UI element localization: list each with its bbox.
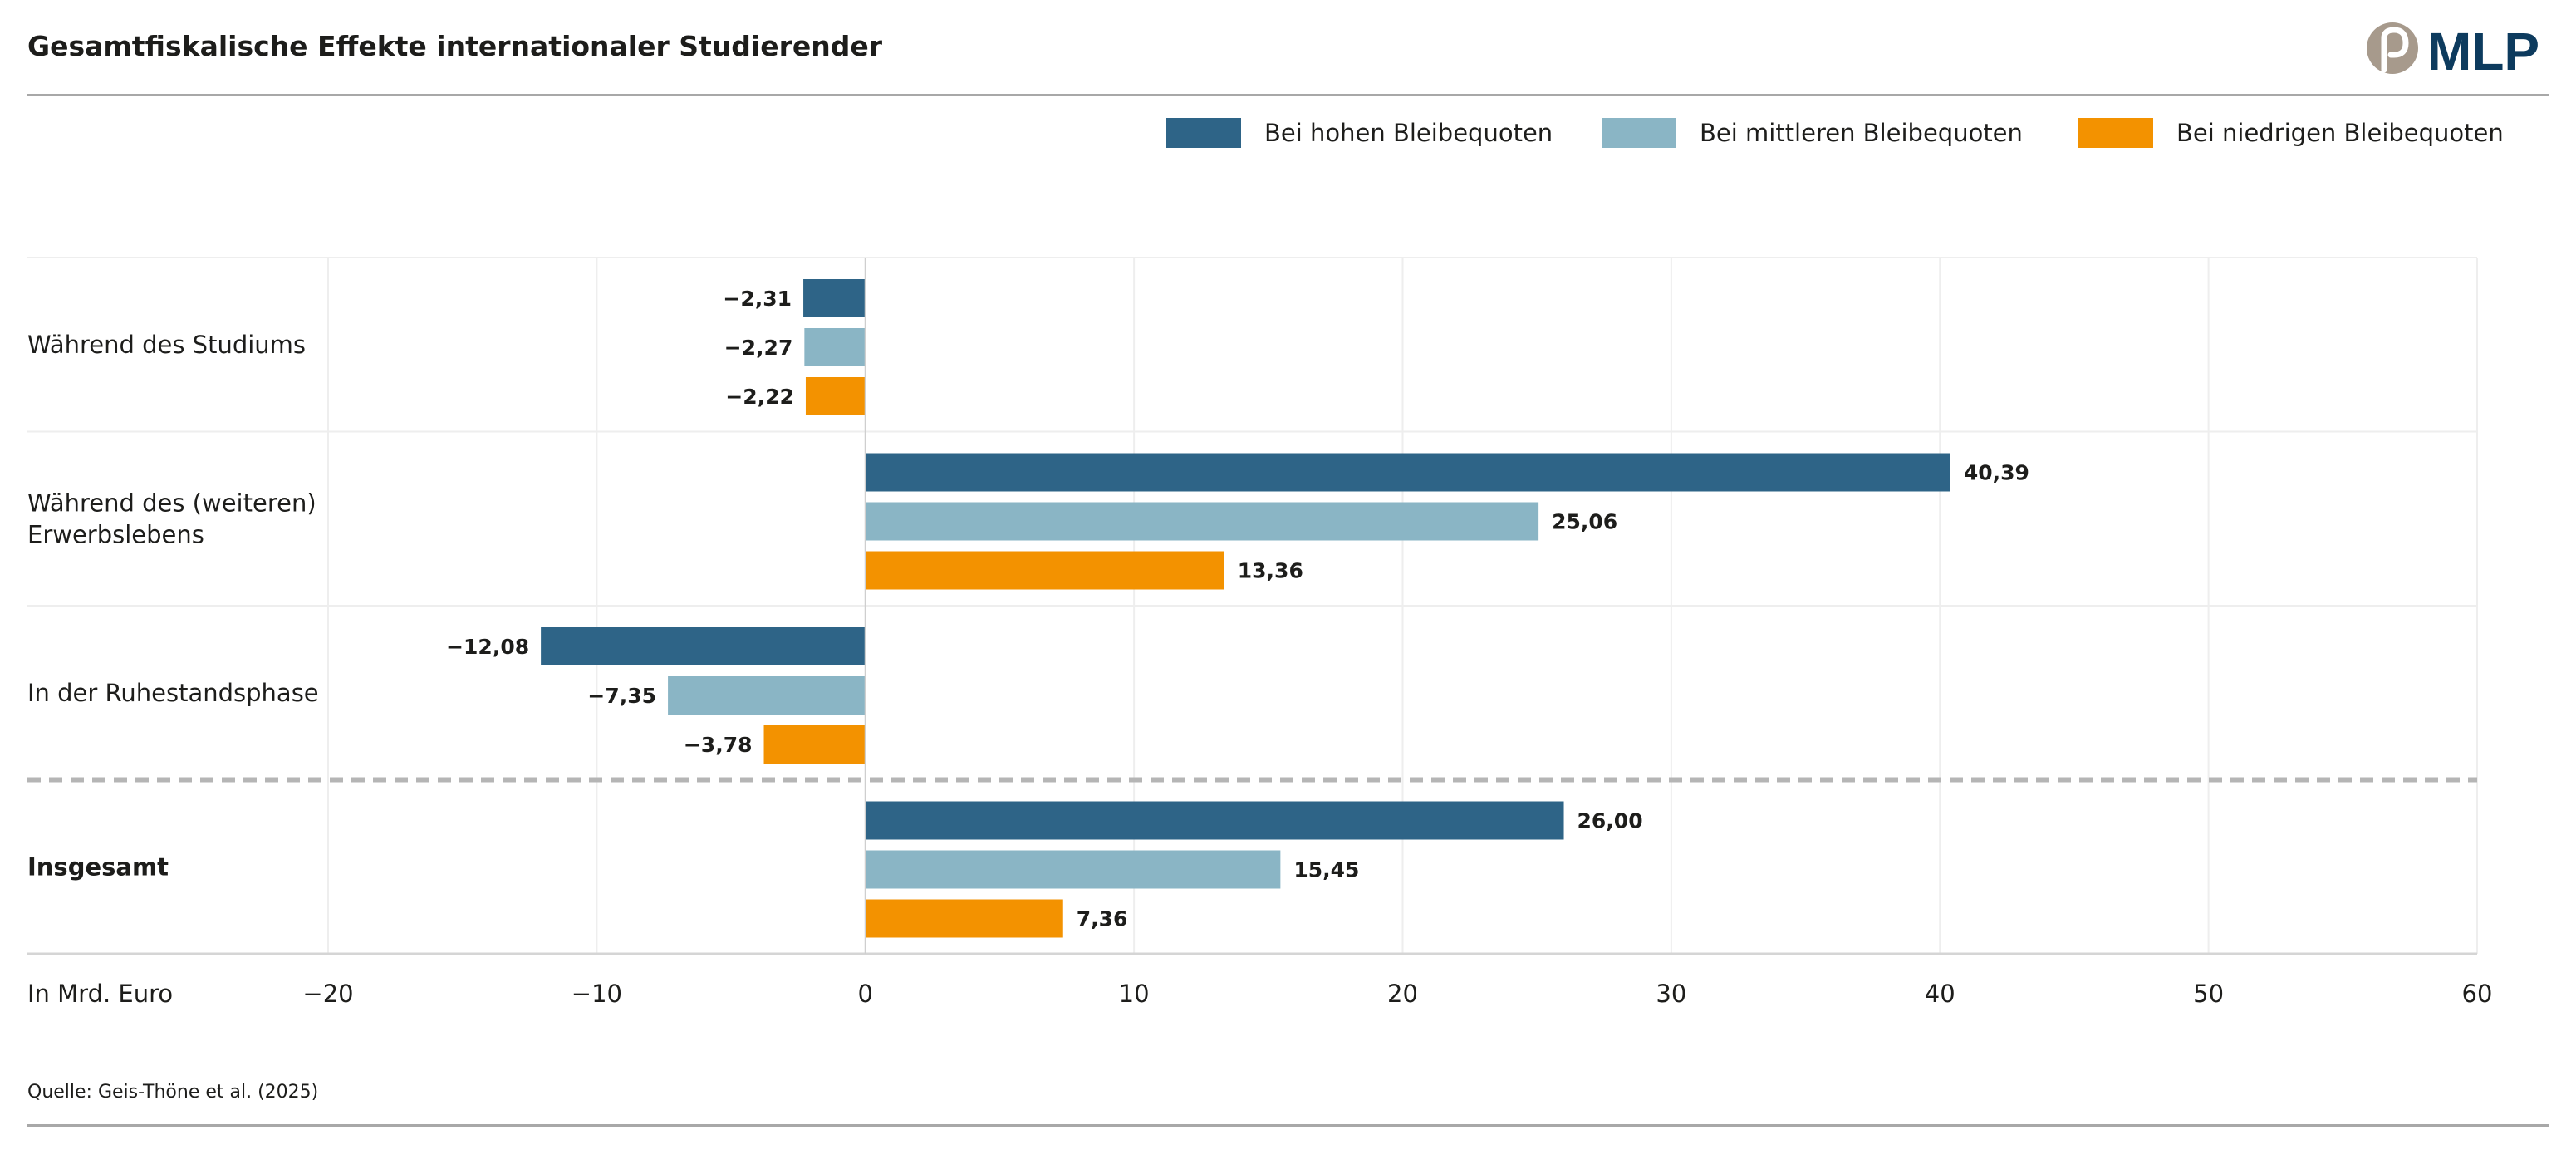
bar-low-3: [865, 899, 1063, 938]
data-label-low-2: −3,78: [684, 733, 753, 757]
category-label-3-0: Insgesamt: [27, 852, 169, 881]
bar-low-2: [763, 725, 866, 764]
data-label-low-1: 13,36: [1238, 559, 1303, 583]
bar-medium-1: [865, 502, 1539, 541]
data-label-low-3: 7,36: [1077, 907, 1128, 931]
bar-medium-2: [668, 676, 866, 715]
data-label-medium-0: −2,27: [724, 336, 793, 360]
x-tick-label-6: 40: [1925, 980, 1955, 1008]
legend-label-medium: Bei mittleren Bleibequoten: [1700, 119, 2023, 147]
bar-low-0: [805, 377, 866, 415]
source-note: Quelle: Geis-Thöne et al. (2025): [27, 1082, 319, 1103]
chart-title: Gesamtfiskalische Effekte internationale…: [27, 30, 883, 62]
mlp-logo: MLP: [2366, 18, 2557, 88]
category-label-1-1: Erwerbslebens: [27, 520, 204, 548]
data-label-high-0: −2,31: [723, 287, 792, 311]
legend-label-low: Bei niedrigen Bleibequoten: [2176, 119, 2504, 147]
x-tick-label-1: −10: [572, 980, 622, 1008]
header-rule: [27, 94, 2549, 96]
bar-chart: −2,31 −2,27 −2,22 Während des Studiums 40,39…: [27, 257, 2493, 1008]
category-label-0-0: Während des Studiums: [27, 331, 306, 359]
data-label-medium-1: 25,06: [1552, 510, 1617, 534]
bar-medium-0: [804, 328, 866, 366]
x-tick-label-0: −20: [302, 980, 353, 1008]
x-tick-label-4: 20: [1387, 980, 1418, 1008]
legend-swatch-high: [1166, 118, 1241, 148]
x-tick-label-8: 60: [2462, 980, 2493, 1008]
data-label-medium-3: 15,45: [1293, 858, 1359, 882]
footer-rule: [27, 1124, 2549, 1127]
data-label-medium-2: −7,35: [587, 684, 656, 708]
mlp-logo-graphic: MLP: [2367, 22, 2539, 81]
x-tick-label-2: 0: [858, 980, 873, 1008]
data-label-high-3: 26,00: [1577, 809, 1643, 833]
legend-item-low: Bei niedrigen Bleibequoten: [2078, 116, 2504, 150]
legend-label-high: Bei hohen Bleibequoten: [1264, 119, 1553, 147]
bar-high-1: [865, 453, 1950, 492]
data-label-low-0: −2,22: [725, 385, 794, 409]
bar-high-2: [541, 627, 866, 665]
category-label-1-0: Während des (weiteren): [27, 489, 316, 517]
data-label-high-1: 40,39: [1964, 461, 2029, 485]
x-tick-label-3: 10: [1119, 980, 1150, 1008]
category-label-2-0: In der Ruhestandsphase: [27, 679, 319, 707]
bar-medium-3: [865, 850, 1281, 889]
mlp-logo-text: MLP: [2427, 22, 2539, 81]
x-axis-label: In Mrd. Euro: [27, 980, 173, 1008]
bar-high-0: [803, 279, 866, 317]
x-tick-label-7: 50: [2193, 980, 2224, 1008]
bar-low-1: [865, 551, 1224, 590]
legend-item-medium: Bei mittleren Bleibequoten: [1602, 116, 2023, 150]
legend-item-high: Bei hohen Bleibequoten: [1166, 116, 1553, 150]
legend-swatch-low: [2078, 118, 2153, 148]
mlp-logo-icon: [2367, 22, 2418, 74]
bar-high-3: [865, 801, 1564, 840]
x-tick-label-5: 30: [1656, 980, 1686, 1008]
data-label-high-2: −12,08: [446, 635, 529, 659]
legend-swatch-medium: [1602, 118, 1676, 148]
